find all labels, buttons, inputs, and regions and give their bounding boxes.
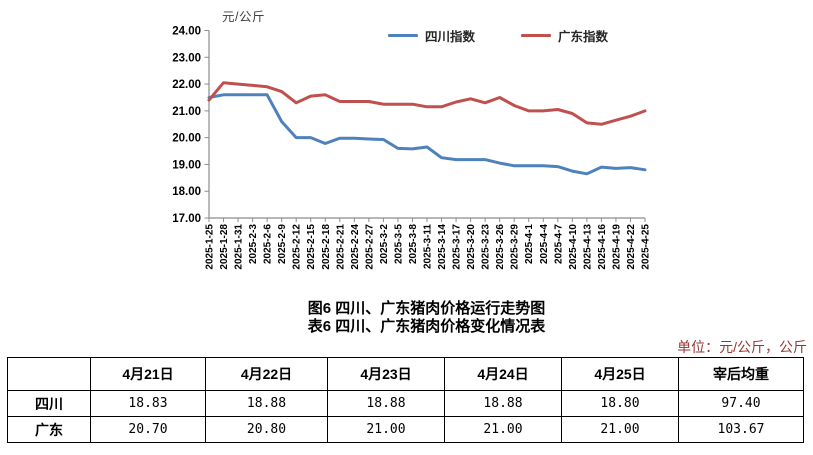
x-axis-label: 2025-4-13 [582, 224, 593, 270]
y-axis-unit-label: 元/公斤 [222, 10, 265, 24]
table-cell: 18.88 [205, 390, 328, 417]
x-axis-label: 2025-4-7 [553, 224, 564, 264]
y-axis-label: 24.00 [172, 26, 201, 38]
x-axis-label: 2025-3-23 [481, 224, 492, 270]
x-axis-label: 2025-1-31 [234, 224, 245, 270]
x-axis-label: 2025-3-17 [452, 224, 463, 270]
table-row: 四川 18.83 18.88 18.88 18.88 18.80 97.40 [7, 390, 804, 417]
x-axis-label: 2025-2-18 [321, 224, 332, 270]
x-axis-label: 2025-3-14 [437, 224, 448, 270]
x-axis-label: 2025-3-20 [466, 224, 477, 270]
x-axis-label: 2025-3-8 [408, 224, 419, 264]
sichuan-series-line [207, 93, 647, 176]
table-unit-note: 单位：元/公斤，公斤 [677, 339, 807, 355]
x-axis-label: 2025-4-4 [539, 224, 550, 264]
table-header-cell: 宰后均重 [678, 357, 804, 391]
y-axis-label: 20.00 [172, 133, 201, 145]
x-axis-label: 2025-2-3 [248, 224, 259, 264]
x-axis-label: 2025-2-21 [335, 224, 346, 270]
x-axis-label: 2025-3-5 [393, 224, 404, 264]
y-axis-label: 18.00 [172, 186, 201, 198]
x-axis-label: 2025-1-25 [205, 224, 216, 270]
table-cell: 21.00 [327, 416, 445, 443]
table-cell: 18.80 [561, 390, 679, 417]
x-axis-label: 2025-4-19 [611, 224, 622, 270]
x-axis-label: 2025-2-27 [364, 224, 375, 270]
x-axis-label: 2025-4-10 [568, 224, 579, 270]
y-axis-label: 22.00 [172, 79, 201, 91]
table-cell: 18.83 [90, 390, 206, 417]
table-caption: 表6 四川、广东猪肉价格变化情况表 [307, 318, 546, 335]
table-corner-cell [7, 357, 91, 391]
table-row: 广东 20.70 20.80 21.00 21.00 21.00 103.67 [7, 416, 804, 443]
table-cell: 18.88 [444, 390, 562, 417]
x-axis-label: 2025-3-11 [423, 224, 434, 269]
x-axis-label: 2025-4-1 [524, 224, 535, 264]
legend-label-guangdong: 广东指数 [558, 30, 609, 44]
chart-canvas: 24.00 23.00 22.00 21.00 20.00 19.00 18.00 17.00… [172, 26, 652, 270]
legend-item-sichuan: 四川指数 [388, 26, 475, 45]
table-cell: 21.00 [561, 416, 679, 443]
table-header-cell: 4月25日 [561, 357, 679, 391]
captions-block: 图6 四川、广东猪肉价格运行走势图 表6 四川、广东猪肉价格变化情况表 [40, 300, 813, 336]
y-axis-label: 23.00 [172, 52, 201, 64]
y-axis-label: 17.00 [172, 213, 201, 225]
y-axis-label: 21.00 [172, 106, 201, 118]
sichuan-line-swatch [388, 34, 418, 37]
x-axis-label: 2025-3-26 [495, 224, 506, 270]
x-axis-label: 2025-2-6 [263, 224, 274, 264]
y-axis-label: 19.00 [172, 159, 201, 171]
table-cell: 20.80 [205, 416, 328, 443]
table-cell: 20.70 [90, 416, 206, 443]
x-axis-label: 2025-2-15 [306, 224, 317, 270]
table-cell: 103.67 [678, 416, 804, 443]
x-axis-label: 2025-3-2 [379, 224, 390, 264]
table-header-row: 4月21日 4月22日 4月23日 4月24日 4月25日 宰后均重 [7, 357, 804, 391]
table-row-label: 广东 [7, 416, 91, 443]
guangdong-line-swatch [521, 34, 552, 37]
x-axis-label: 2025-2-24 [350, 224, 361, 270]
guangdong-series-line [207, 81, 647, 126]
table-row-label: 四川 [7, 390, 91, 417]
price-table: 4月21日 4月22日 4月23日 4月24日 4月25日 宰后均重 四川 18.83 18.8… [7, 357, 804, 443]
table-header-cell: 4月22日 [205, 357, 328, 391]
legend-item-guangdong: 广东指数 [521, 26, 608, 45]
table-cell: 18.88 [327, 390, 445, 417]
x-axis-label: 2025-2-9 [277, 224, 288, 264]
legend-label-sichuan: 四川指数 [425, 30, 476, 44]
price-trend-chart: 24.00 23.00 22.00 21.00 20.00 19.00 18.00 17.00… [172, 10, 652, 270]
x-axis-label: 2025-4-16 [597, 224, 608, 270]
figure-caption: 图6 四川、广东猪肉价格运行走势图 [307, 300, 546, 317]
chart-legend: 四川指数 广东指数 [388, 26, 608, 45]
table-cell: 97.40 [678, 390, 804, 417]
table-header-cell: 4月23日 [327, 357, 445, 391]
table-header-cell: 4月24日 [444, 357, 562, 391]
table-header-cell: 4月21日 [90, 357, 206, 391]
x-axis-label: 2025-1-28 [219, 224, 230, 270]
x-axis-label: 2025-4-22 [626, 224, 637, 270]
x-axis-label: 2025-2-12 [292, 224, 303, 270]
x-axis-label: 2025-3-29 [510, 224, 521, 270]
x-axis-label: 2025-4-25 [641, 224, 652, 270]
table-cell: 21.00 [444, 416, 562, 443]
